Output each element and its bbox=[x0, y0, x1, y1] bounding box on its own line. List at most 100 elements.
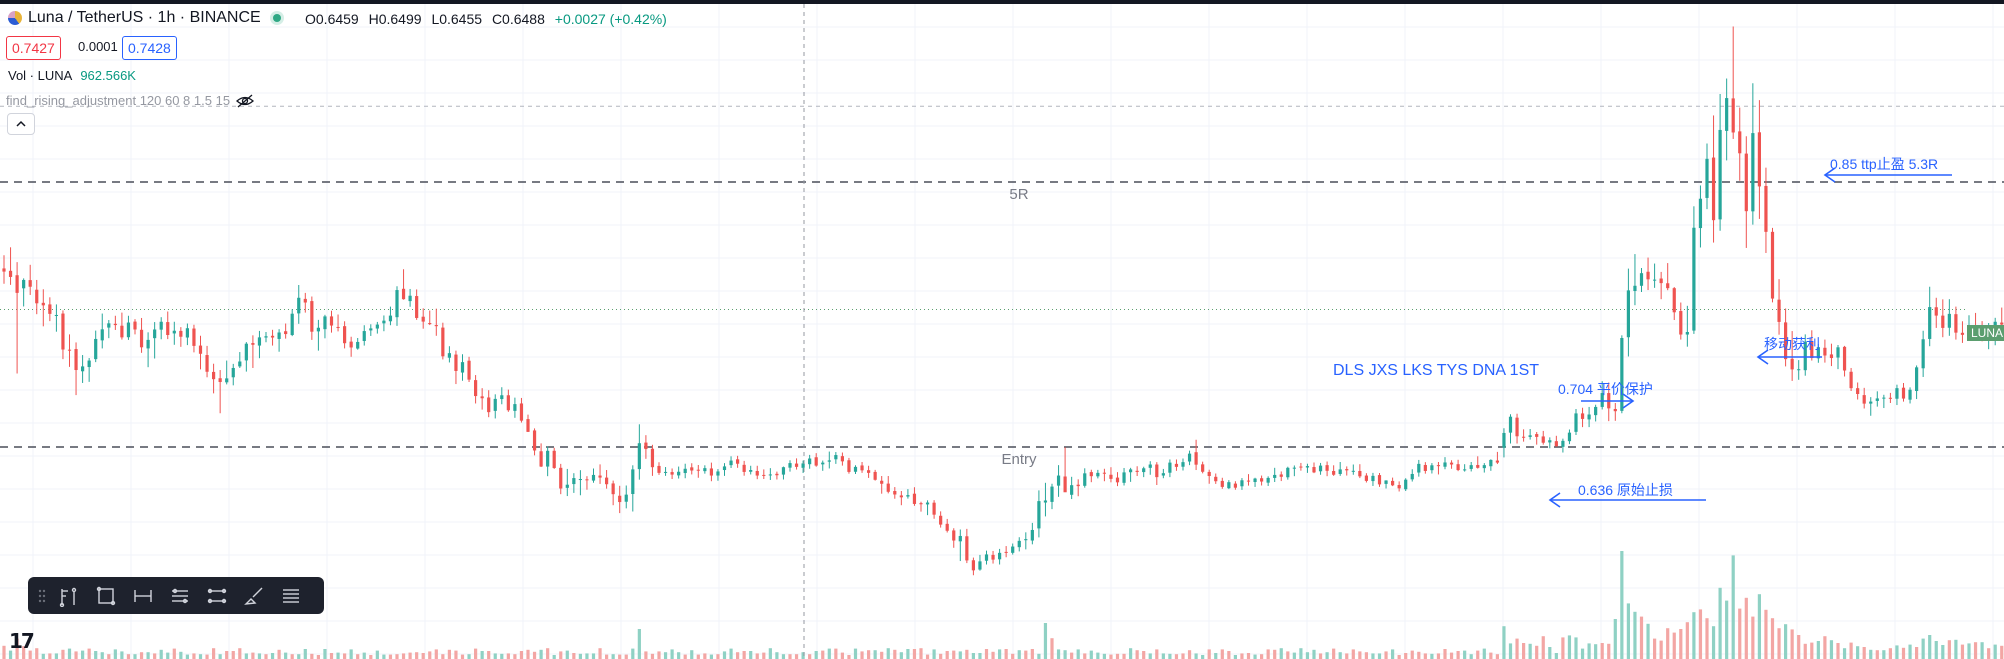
candle-body bbox=[1201, 464, 1205, 472]
candle-body bbox=[1384, 480, 1388, 484]
volume-bar bbox=[637, 629, 641, 659]
volume-bar bbox=[1620, 551, 1624, 659]
candle bbox=[788, 460, 792, 472]
menu-lines-icon[interactable] bbox=[272, 577, 309, 614]
candle bbox=[1567, 429, 1572, 445]
brush-icon[interactable] bbox=[235, 577, 272, 614]
annotation-stop-loss-arrow[interactable] bbox=[1548, 492, 1706, 508]
candle bbox=[847, 457, 851, 474]
volume-bar bbox=[1842, 648, 1847, 659]
drawing-toolbar[interactable] bbox=[28, 577, 324, 614]
volume-bar bbox=[41, 653, 45, 659]
channel-icon[interactable] bbox=[161, 577, 198, 614]
candle bbox=[899, 491, 903, 506]
candle bbox=[1030, 522, 1034, 545]
candle-body bbox=[1757, 132, 1761, 187]
volume-bar bbox=[1214, 653, 1218, 659]
candle bbox=[1449, 460, 1454, 469]
hidden-eye-icon[interactable] bbox=[236, 94, 255, 108]
collapse-legend-button[interactable] bbox=[7, 113, 35, 135]
volume-legend[interactable]: Vol · LUNA 962.566K bbox=[8, 68, 136, 83]
candle bbox=[133, 319, 137, 335]
annotation-trailing-arrow[interactable] bbox=[1756, 349, 1822, 365]
volume-bar bbox=[48, 653, 52, 659]
annotation-pattern-note[interactable]: DLS JXS LKS TYS DNA 1ST bbox=[1333, 362, 1539, 379]
sell-price-button[interactable]: 0.7427 bbox=[6, 36, 61, 60]
drag-handle-icon[interactable] bbox=[34, 577, 50, 614]
volume-bar bbox=[1384, 651, 1388, 659]
volume-bar bbox=[1908, 644, 1912, 659]
annotation-take-profit-label[interactable]: 0.85 ttp止盈 5.3R bbox=[1830, 156, 1938, 172]
candle bbox=[1908, 387, 1912, 404]
symbol-title[interactable]: Luna / TetherUS · 1h · BINANCE bbox=[28, 9, 261, 26]
candle bbox=[238, 352, 242, 368]
candle bbox=[1816, 343, 1820, 363]
candle-body bbox=[1417, 463, 1421, 473]
candle-body bbox=[1548, 440, 1552, 443]
volume-bar bbox=[1816, 641, 1820, 659]
candle-body bbox=[356, 341, 360, 349]
annotation-stop-loss-label[interactable]: 0.636 原始止损 bbox=[1578, 482, 1673, 498]
volume-bar bbox=[1653, 638, 1657, 659]
volume-bar bbox=[1639, 616, 1644, 659]
volume-bar bbox=[297, 654, 301, 659]
candle bbox=[1842, 345, 1847, 377]
date-range-icon[interactable] bbox=[124, 577, 161, 614]
candle-body bbox=[880, 480, 884, 484]
symbol-header[interactable]: Luna / TetherUS · 1h · BINANCE bbox=[8, 9, 281, 27]
candle bbox=[277, 329, 281, 352]
price-chart[interactable]: 5R Entry 0.85 ttp止盈 5.3R 移动获利 DLS JXS LKS T… bbox=[0, 4, 2004, 659]
tradingview-logo[interactable]: 17 bbox=[9, 629, 35, 653]
candle bbox=[205, 345, 209, 378]
candle-body bbox=[690, 467, 694, 471]
volume-bar bbox=[1869, 649, 1873, 659]
volume-bar bbox=[277, 649, 281, 659]
candle-body bbox=[1207, 471, 1211, 477]
candle bbox=[519, 397, 524, 423]
volume-bar bbox=[1522, 643, 1526, 659]
candle-body bbox=[1089, 472, 1093, 477]
annotation-trailing-label[interactable]: 移动获利 bbox=[1764, 336, 1820, 352]
pitchfork-icon[interactable] bbox=[50, 577, 87, 614]
candle-body bbox=[87, 360, 91, 368]
candle bbox=[585, 476, 589, 490]
annotation-breakeven-label[interactable]: 0.704 平价保护 bbox=[1558, 381, 1653, 397]
drawing-annotations[interactable]: 0.85 ttp止盈 5.3R 移动获利 DLS JXS LKS TYS DNA 1… bbox=[1333, 156, 1952, 508]
candle bbox=[1096, 469, 1100, 479]
volume-bar bbox=[15, 638, 19, 659]
candle-body bbox=[264, 336, 268, 338]
volume-bar bbox=[1954, 639, 1958, 659]
volume-bar bbox=[1718, 587, 1722, 659]
parallel-lines-icon[interactable] bbox=[198, 577, 235, 614]
candle bbox=[611, 480, 615, 506]
candle bbox=[736, 455, 740, 468]
buy-price-button[interactable]: 0.7428 bbox=[122, 36, 177, 60]
candle bbox=[1187, 450, 1192, 466]
volume-bar bbox=[729, 648, 733, 659]
candle bbox=[1174, 459, 1179, 471]
candle bbox=[447, 346, 451, 363]
volume-bar bbox=[867, 650, 871, 659]
candle-body bbox=[1718, 129, 1722, 220]
volume-bar bbox=[198, 654, 203, 659]
candle-body bbox=[742, 464, 746, 472]
volume-bar bbox=[1770, 618, 1775, 659]
candle-body bbox=[1325, 465, 1329, 471]
candle-body bbox=[1751, 133, 1755, 212]
candle bbox=[939, 511, 943, 528]
candle bbox=[310, 296, 314, 340]
annotation-take-profit-arrow[interactable] bbox=[1823, 167, 1952, 183]
candle-body bbox=[22, 279, 26, 289]
annotation-breakeven-arrow[interactable] bbox=[1581, 393, 1635, 409]
indicator-legend[interactable]: find_rising_adjustment 120 60 8 1.5 15 bbox=[6, 93, 255, 108]
candle-body bbox=[1482, 465, 1486, 469]
candle-body bbox=[1397, 485, 1401, 489]
volume-bar bbox=[1797, 635, 1801, 659]
rectangle-icon[interactable] bbox=[87, 577, 124, 614]
candle-body bbox=[716, 471, 720, 476]
candle-body bbox=[1312, 467, 1316, 473]
candle bbox=[591, 468, 596, 483]
candle-body bbox=[1731, 98, 1735, 133]
candle bbox=[1011, 543, 1015, 555]
candle bbox=[1613, 402, 1617, 421]
